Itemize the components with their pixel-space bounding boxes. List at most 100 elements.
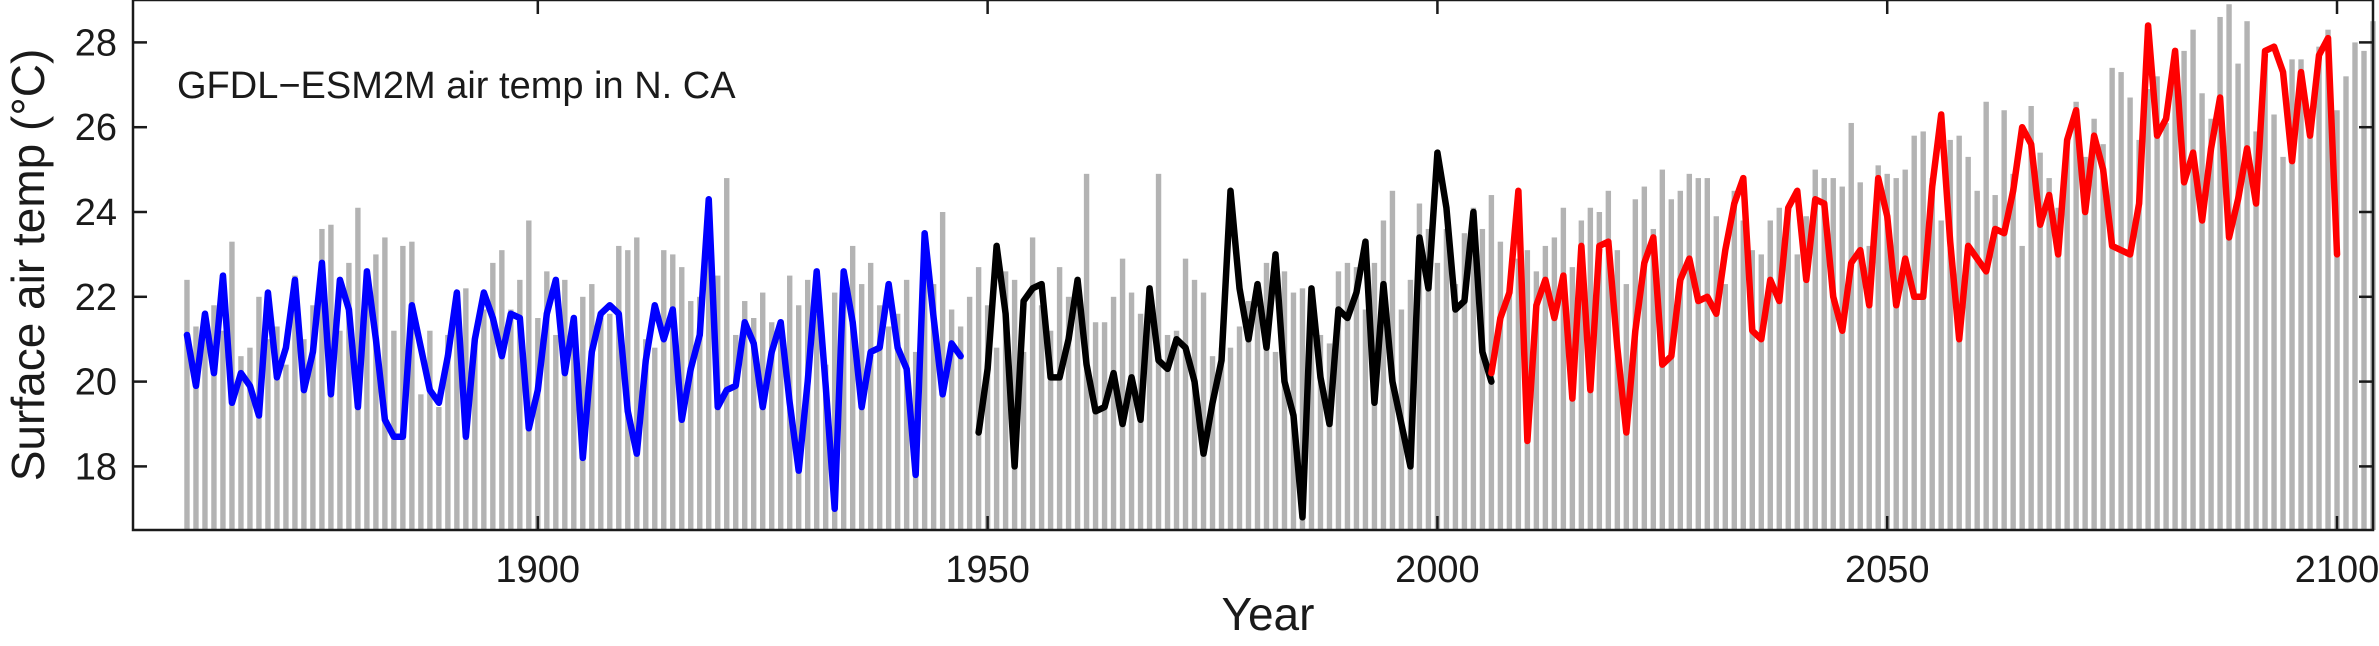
- background-bar-2002: [1452, 284, 1459, 530]
- background-bar-1901: [544, 271, 550, 530]
- background-bar-2009: [1515, 258, 1522, 530]
- background-bar-1909: [616, 245, 622, 531]
- background-bar-2028: [1686, 173, 1693, 530]
- background-bar-2066: [2028, 106, 2034, 530]
- background-bar-1875: [310, 305, 316, 530]
- background-bar-1933: [831, 292, 838, 530]
- y-tick-label-26: 26: [75, 107, 117, 149]
- background-bar-2054: [1920, 131, 1926, 530]
- background-bar-1885: [400, 245, 406, 531]
- background-bar-1865: [220, 330, 226, 530]
- background-bar-2073: [2091, 118, 2097, 530]
- background-bar-2018: [1596, 212, 1603, 530]
- background-bar-1968: [1146, 296, 1153, 530]
- background-bar-2023: [1641, 186, 1648, 530]
- chart-annotation: GFDL−ESM2M air temp in N. CA: [177, 65, 736, 107]
- background-bar-2005: [1479, 228, 1486, 530]
- background-bar-1951: [993, 347, 1000, 530]
- background-bar-2044: [1830, 178, 1836, 530]
- series-line-1: [183, 196, 964, 513]
- background-bar-1917: [688, 301, 694, 530]
- background-bar-1893: [472, 339, 478, 530]
- background-bar-2055: [1929, 178, 1935, 530]
- background-bar-1985: [1299, 288, 1306, 530]
- background-bar-2088: [2226, 4, 2232, 531]
- background-bar-2048: [1866, 245, 1872, 531]
- background-bar-1989: [1335, 271, 1342, 530]
- background-bar-2008: [1506, 292, 1513, 530]
- background-bar-2072: [2082, 156, 2088, 530]
- background-bar-1992: [1362, 309, 1369, 530]
- background-bar-2041: [1803, 216, 1809, 531]
- background-bar-2052: [1902, 169, 1908, 530]
- background-bar-2063: [2001, 110, 2007, 531]
- background-bar-1925: [760, 292, 766, 530]
- background-bar-2014: [1560, 207, 1567, 530]
- background-bar-1940: [894, 313, 901, 530]
- background-bar-1974: [1200, 292, 1207, 530]
- background-bar-1862: [193, 326, 199, 530]
- background-bar-2076: [2118, 72, 2124, 530]
- background-bar-1911: [634, 237, 640, 530]
- background-bar-2030: [1704, 178, 1710, 530]
- background-bar-2032: [1722, 284, 1728, 530]
- background-bar-2099: [2325, 29, 2331, 531]
- background-bar-1912: [643, 339, 649, 530]
- background-bar-1899: [526, 220, 532, 531]
- background-bar-2080: [2154, 76, 2160, 530]
- background-bar-2096: [2298, 59, 2304, 531]
- background-bar-1980: [1254, 309, 1261, 530]
- background-bar-2034: [1740, 220, 1746, 531]
- background-bar-1897: [508, 309, 514, 530]
- background-bar-1921: [724, 178, 730, 530]
- background-bar-1947: [957, 326, 964, 530]
- background-bar-2062: [1992, 195, 1998, 531]
- background-bar-2007: [1497, 241, 1504, 530]
- background-bar-1864: [211, 305, 217, 530]
- background-bar-1978: [1236, 326, 1243, 530]
- background-bar-2095: [2289, 59, 2295, 531]
- background-bar-1902: [553, 334, 559, 530]
- background-bar-2050: [1884, 173, 1890, 530]
- background-bar-2003: [1461, 233, 1468, 530]
- background-bar-1960: [1074, 292, 1081, 530]
- background-bar-1955: [1029, 237, 1036, 530]
- background-bar-2078: [2136, 139, 2142, 531]
- background-bar-2043: [1821, 178, 1827, 530]
- background-bar-2060: [1974, 190, 1980, 531]
- background-bar-1919: [706, 254, 712, 530]
- y-tick-label-22: 22: [75, 277, 117, 319]
- background-bar-1927: [778, 330, 784, 530]
- background-bar-1934: [840, 301, 847, 530]
- background-bar-2097: [2307, 110, 2313, 531]
- background-bar-2026: [1668, 199, 1675, 530]
- background-bar-1963: [1101, 322, 1108, 530]
- background-bar-2020: [1614, 250, 1621, 530]
- background-bar-1874: [301, 339, 307, 530]
- background-bar-2092: [2262, 59, 2268, 531]
- background-bar-1900: [535, 318, 541, 530]
- background-bar-1950: [984, 305, 991, 530]
- y-tick-label-24: 24: [75, 192, 117, 234]
- background-bar-1944: [930, 284, 937, 530]
- background-bar-1999: [1425, 228, 1432, 530]
- background-bar-2061: [1983, 101, 1989, 530]
- background-bar-1949: [975, 267, 982, 530]
- background-bar-1876: [319, 228, 325, 530]
- background-bar-2083: [2181, 50, 2187, 530]
- background-bar-1959: [1065, 296, 1072, 530]
- background-bar-2036: [1758, 254, 1764, 530]
- background-bar-2084: [2190, 29, 2196, 531]
- background-bar-1888: [427, 330, 433, 530]
- background-bar-2046: [1848, 122, 1854, 531]
- y-tick-label-20: 20: [75, 362, 117, 404]
- background-bar-1958: [1056, 267, 1063, 530]
- background-bar-1923: [742, 301, 748, 530]
- background-bar-2016: [1578, 220, 1585, 531]
- background-bar-2079: [2145, 89, 2151, 530]
- background-bar-2045: [1839, 186, 1845, 530]
- background-bar-2065: [2019, 245, 2025, 531]
- background-bar-1915: [670, 254, 676, 530]
- background-bar-1879: [346, 262, 352, 530]
